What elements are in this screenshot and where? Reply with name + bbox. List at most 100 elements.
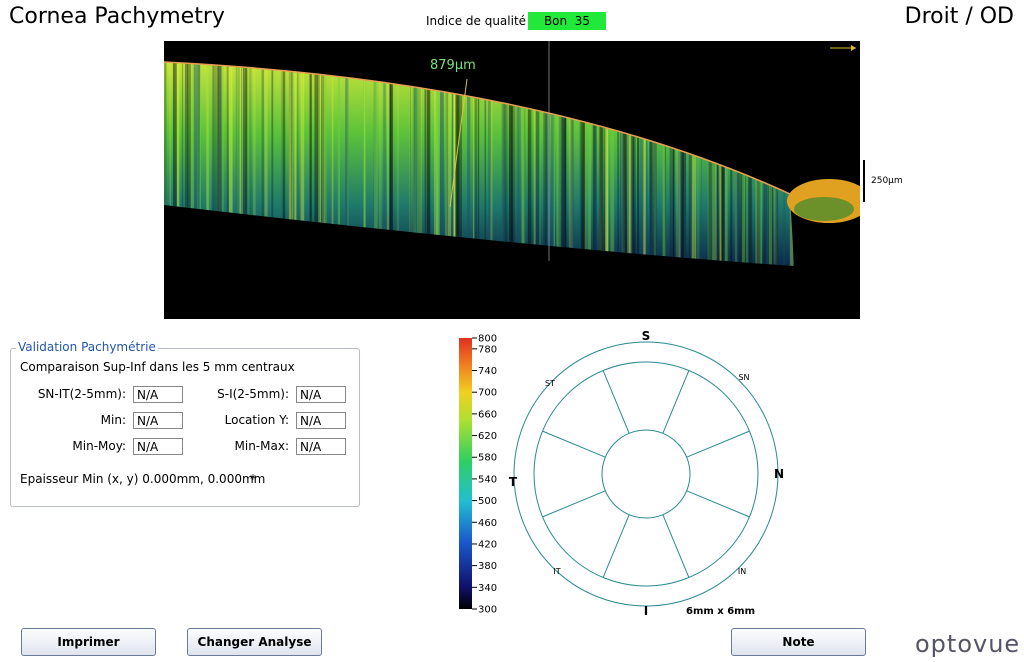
speckle — [639, 62, 643, 266]
speckle — [474, 62, 478, 266]
sector-divider — [686, 430, 750, 458]
speckle — [294, 62, 296, 266]
speckle — [331, 62, 334, 266]
speckle — [621, 62, 625, 266]
speckle — [501, 62, 506, 266]
speckle — [419, 62, 422, 266]
field-label: Min: — [100, 413, 126, 427]
speckle — [412, 62, 417, 266]
direction-label: S — [642, 329, 651, 343]
speckle — [453, 62, 456, 266]
speckle — [637, 62, 640, 266]
speckle — [236, 62, 240, 266]
speckle — [530, 62, 533, 266]
speckle — [282, 62, 286, 266]
speckle — [642, 62, 646, 266]
speckle — [503, 62, 507, 266]
speckle — [176, 62, 180, 266]
field-label: Min-Max: — [234, 439, 289, 453]
title: Cornea Pachymetry — [9, 4, 225, 29]
speckle — [599, 62, 603, 266]
speckle — [670, 62, 675, 266]
speckle — [238, 62, 240, 266]
speckle — [300, 62, 305, 266]
speckle — [445, 62, 449, 266]
field-value: N/A — [133, 412, 183, 429]
speckle — [509, 62, 513, 266]
speckle — [593, 62, 597, 266]
speckle — [620, 62, 622, 266]
color-bar — [459, 338, 472, 609]
speckle — [297, 62, 299, 266]
field-value: N/A — [296, 412, 346, 429]
tick-label: 340 — [478, 583, 497, 594]
thickness-label: 879µm — [430, 58, 476, 73]
speckle — [280, 62, 283, 266]
speckle — [374, 62, 378, 266]
speckle — [291, 62, 294, 266]
speckle — [261, 62, 264, 266]
change-analysis-button[interactable]: Changer Analyse — [187, 628, 322, 656]
speckle — [217, 62, 221, 266]
speckle — [662, 62, 666, 266]
speckle — [217, 62, 220, 266]
speckle — [475, 62, 477, 266]
speckle — [517, 62, 522, 266]
tick-label: 300 — [478, 605, 497, 616]
speckle — [424, 62, 426, 266]
print-button[interactable]: Imprimer — [21, 628, 156, 656]
speckle — [649, 62, 653, 266]
speckle — [426, 62, 431, 266]
speckle — [314, 62, 319, 266]
speckle — [630, 62, 634, 266]
speckle — [545, 62, 547, 266]
speckle — [682, 62, 687, 266]
speckle — [605, 62, 608, 266]
speckle — [445, 62, 447, 266]
cornea — [164, 62, 794, 266]
speckle — [535, 62, 540, 266]
speckle — [288, 62, 292, 266]
panel-title: Validation Pachymétrie — [16, 340, 158, 354]
speckle — [607, 62, 609, 266]
speckle — [453, 62, 457, 266]
speckle — [678, 62, 681, 266]
speckle — [378, 62, 382, 266]
eye: Droit / OD — [904, 4, 1014, 29]
speckle — [582, 62, 586, 266]
speckle — [568, 62, 573, 266]
speckle — [557, 62, 561, 266]
direction-label: T — [509, 475, 518, 489]
speckle — [664, 62, 667, 266]
note-button[interactable]: Note — [731, 628, 866, 656]
speckle — [711, 62, 716, 266]
min-thickness: Epaisseur Min (x, y) 0.000mm, 0.000mm — [20, 472, 266, 486]
speckle — [389, 62, 392, 266]
speckle — [484, 62, 487, 266]
speckle — [409, 62, 412, 266]
sector-divider — [602, 514, 630, 578]
speckle — [690, 62, 694, 266]
speckle — [458, 62, 462, 266]
speckle — [418, 62, 421, 266]
speckle — [226, 62, 229, 266]
speckle — [198, 62, 202, 266]
speckle — [206, 62, 209, 266]
speckle — [373, 62, 377, 266]
speckle — [288, 62, 292, 266]
speckle — [244, 62, 248, 266]
tick-label: 780 — [478, 344, 497, 355]
speckle — [632, 62, 636, 266]
field-label: Location Y: — [224, 413, 289, 427]
speckle — [396, 62, 399, 266]
speckle — [712, 62, 715, 266]
speckle — [649, 62, 653, 266]
speckle — [291, 62, 294, 266]
speckle — [412, 62, 416, 266]
speckle — [363, 62, 366, 266]
speckle — [637, 62, 639, 266]
validation-panel — [10, 348, 360, 507]
speckle — [215, 62, 217, 266]
field-value: N/A — [133, 386, 183, 403]
